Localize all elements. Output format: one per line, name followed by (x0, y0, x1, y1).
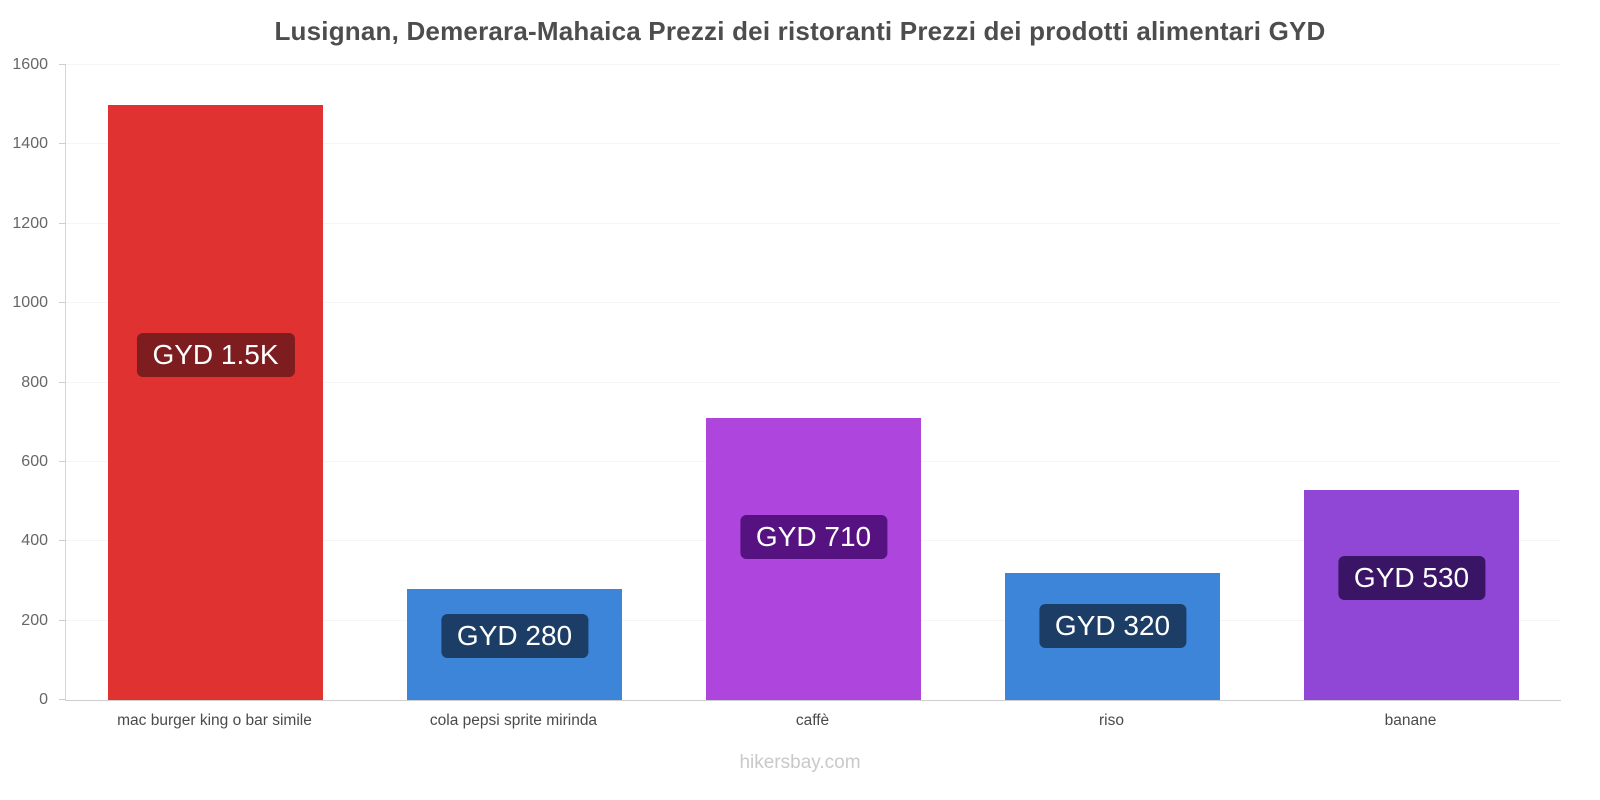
y-tick-mark (59, 699, 66, 700)
x-category-label: mac burger king o bar simile (117, 712, 312, 729)
bar-value-label: GYD 530 (1337, 556, 1486, 600)
plot-area: GYD 1.5K GYD 280 GYD 710 GYD 320 GYD 530 (59, 64, 1561, 701)
y-tick-label: 400 (21, 532, 48, 550)
y-tick-label: 800 (21, 373, 48, 391)
gridline (66, 381, 1561, 383)
chart-bar: GYD 1.5K (108, 104, 323, 700)
y-tick-mark (59, 143, 66, 145)
bar-value-label: GYD 320 (1038, 604, 1187, 649)
bar-value-label: GYD 1.5K (136, 332, 295, 377)
x-axis-labels: mac burger king o bar simile cola pepsi s… (65, 712, 1560, 742)
y-tick-mark (59, 540, 66, 542)
x-category-label: cola pepsi sprite mirinda (429, 712, 598, 729)
y-tick-label: 1600 (12, 56, 48, 73)
gridline (66, 222, 1561, 224)
chart-bar: GYD 320 (1005, 573, 1220, 700)
footer-watermark: hikersbay.com (739, 752, 861, 773)
y-tick-mark (59, 619, 66, 621)
gridline (66, 64, 1561, 65)
chart-bar: GYD 280 (407, 588, 622, 700)
bar-value-label: GYD 710 (739, 514, 888, 559)
y-tick-mark (59, 222, 66, 224)
gridline (66, 143, 1561, 145)
y-tick-label: 0 (39, 691, 48, 708)
y-tick-label: 1000 (12, 294, 48, 312)
y-axis: 0 200 400 600 800 1000 1200 1400 1600 (0, 56, 58, 708)
y-tick-mark (59, 302, 66, 304)
y-tick-mark (59, 460, 66, 462)
y-tick-mark (59, 381, 66, 383)
y-tick-mark (59, 64, 66, 65)
y-tick-label: 1400 (12, 135, 48, 153)
x-category-label: riso (1099, 712, 1124, 729)
bar-value-label: GYD 280 (440, 613, 589, 658)
x-category-label: banane (1384, 712, 1437, 729)
y-tick-label: 1200 (12, 214, 48, 232)
y-tick-label: 600 (21, 452, 48, 470)
chart-bar: GYD 530 (1304, 489, 1519, 700)
chart-bar: GYD 710 (706, 418, 921, 700)
y-tick-label: 200 (21, 611, 48, 629)
gridline (66, 302, 1561, 304)
x-category-label: caffè (795, 712, 830, 729)
chart-title: Lusignan, Demerara-Mahaica Prezzi dei ri… (274, 16, 1326, 46)
